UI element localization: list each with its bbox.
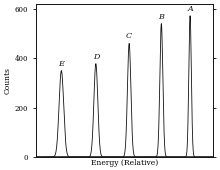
Text: C: C <box>126 32 132 40</box>
Text: D: D <box>93 53 99 61</box>
Text: B: B <box>158 13 164 21</box>
Y-axis label: Counts: Counts <box>4 67 11 94</box>
Text: E: E <box>59 60 64 68</box>
X-axis label: Energy (Relative): Energy (Relative) <box>91 159 158 167</box>
Text: A: A <box>187 5 193 13</box>
